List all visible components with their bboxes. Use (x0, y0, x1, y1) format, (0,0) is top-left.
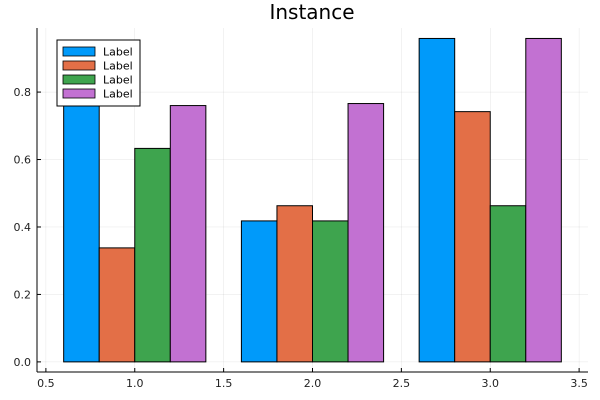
x-tick-label: 0.5 (37, 377, 55, 390)
bar-series-4-group-1 (169, 105, 207, 363)
legend-label-2: Label (103, 60, 133, 73)
bar-series-3-group-2 (312, 220, 349, 363)
legend-label-4: Label (103, 88, 133, 101)
legend-label-3: Label (103, 74, 133, 87)
y-tick-label: 0.2 (14, 288, 32, 301)
x-tick-label: 3.0 (481, 377, 499, 390)
bar-series-3-group-3 (489, 205, 527, 363)
x-tick-label: 1.5 (215, 377, 233, 390)
x-tick-label: 3.5 (570, 377, 588, 390)
axes (36, 28, 588, 373)
y-tick-label: 0.0 (14, 356, 32, 369)
bar-series-2-group-3 (454, 111, 491, 363)
bar-series-1-group-2 (240, 220, 278, 363)
chart-title: Instance (269, 0, 354, 24)
bar-series-4-group-2 (347, 103, 385, 363)
legend-swatch-3 (62, 74, 96, 85)
x-tick-label: 2.5 (393, 377, 411, 390)
legend-swatch-1 (62, 46, 96, 57)
bar-series-1-group-3 (418, 37, 456, 363)
legend-swatch-4 (62, 88, 96, 99)
legend-label-1: Label (103, 46, 133, 59)
x-tick-label: 2.0 (304, 377, 322, 390)
y-tick-label: 0.8 (14, 86, 32, 99)
y-tick-label: 0.4 (14, 221, 32, 234)
tick-labels: 0.5 1.0 1.5 2.0 2.5 3.0 3.5 0.0 0.2 0.4 0.6 0.8 (14, 86, 588, 390)
bar-series-3-group-1 (134, 147, 171, 363)
bars (63, 37, 562, 363)
y-tick-label: 0.6 (14, 154, 32, 167)
bar-series-2-group-1 (98, 247, 136, 363)
bar-series-2-group-2 (276, 205, 313, 363)
x-tick-label: 1.0 (126, 377, 144, 390)
legend-swatch-2 (62, 60, 96, 71)
bar-series-4-group-3 (525, 37, 562, 363)
